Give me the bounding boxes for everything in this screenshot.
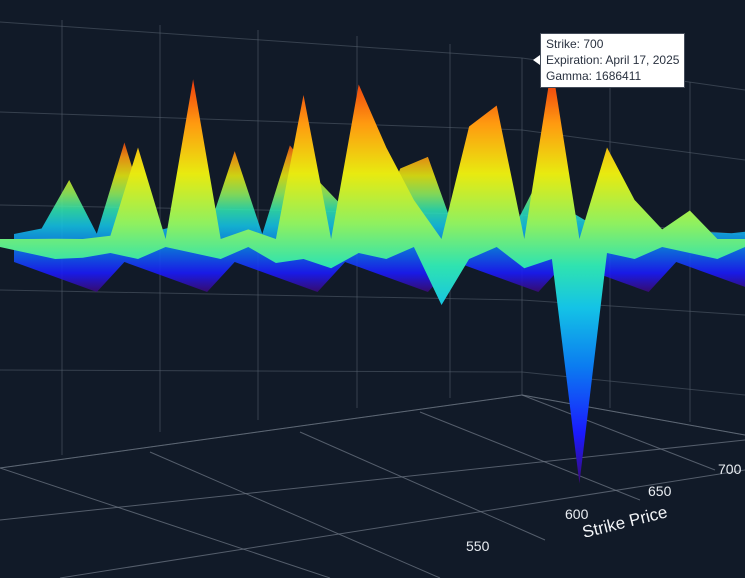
tooltip-gamma: Gamma: 1686411	[546, 69, 642, 83]
tick-label-700: 700	[718, 461, 742, 477]
tick-label-600: 600	[565, 506, 589, 522]
floor-grid	[0, 394, 745, 578]
strike-axis-ticks: 550 600 650 700	[466, 461, 742, 554]
tooltip-pointer	[533, 55, 540, 65]
surface-front-layer[interactable]	[0, 64, 745, 484]
gamma-surface[interactable]	[0, 64, 745, 484]
tick-label-650: 650	[648, 483, 672, 499]
hover-tooltip: Strike: 700 Expiration: April 17, 2025 G…	[540, 33, 686, 88]
tooltip-strike: Strike: 700	[546, 37, 604, 51]
tick-label-550: 550	[466, 538, 490, 554]
x-axis-title: Strike Price	[580, 502, 669, 541]
tooltip-expiration: Expiration: April 17, 2025	[546, 53, 680, 67]
